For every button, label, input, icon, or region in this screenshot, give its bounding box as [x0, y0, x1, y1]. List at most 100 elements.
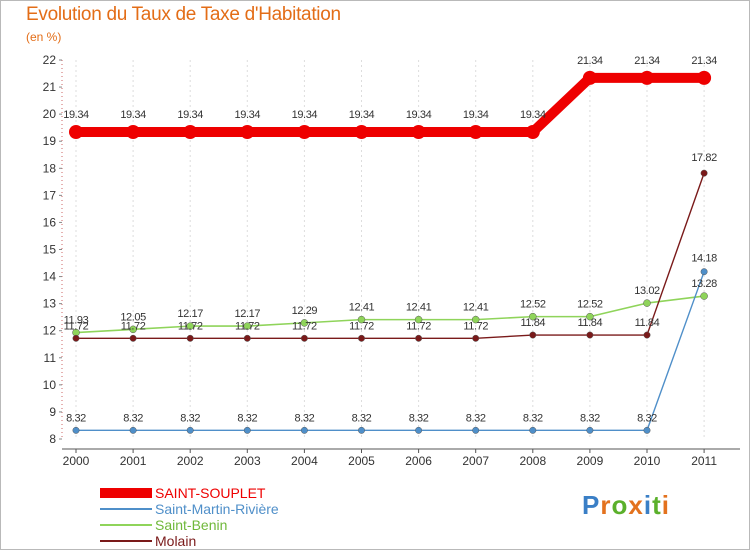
data-point	[243, 322, 252, 330]
data-point	[186, 322, 194, 330]
data-label: 8.32	[637, 412, 657, 424]
data-point	[586, 426, 594, 434]
data-label: 19.34	[406, 109, 432, 121]
data-label: 19.34	[463, 109, 489, 121]
data-point	[129, 325, 137, 334]
x-tick-label: 2008	[519, 454, 546, 468]
data-point	[72, 334, 80, 342]
data-label: 11.84	[520, 317, 545, 329]
data-label: 19.34	[63, 109, 89, 121]
data-label: 11.84	[578, 317, 603, 329]
data-point	[643, 331, 651, 339]
x-tick-label: 2010	[634, 454, 661, 468]
legend-label: Saint-Benin	[155, 517, 228, 533]
data-label: 11.72	[64, 320, 89, 332]
data-label: 8.32	[180, 412, 200, 424]
data-label: 13.28	[691, 278, 717, 290]
legend-swatch	[100, 540, 152, 542]
data-point	[582, 70, 597, 85]
data-label: 11.72	[178, 320, 203, 332]
data-point	[186, 426, 194, 434]
legend-swatch	[100, 488, 152, 498]
data-label: 11.72	[292, 320, 317, 332]
x-tick-label: 2011	[691, 454, 717, 468]
y-tick-label: 15	[43, 243, 57, 257]
y-tick-label: 13	[43, 297, 57, 311]
data-label: 8.32	[523, 412, 543, 424]
data-point	[700, 292, 708, 300]
y-tick-label: 22	[43, 53, 57, 67]
data-point	[697, 70, 712, 85]
data-point	[243, 334, 251, 342]
data-point	[243, 426, 251, 434]
data-label: 14.18	[691, 253, 717, 265]
data-point	[700, 169, 708, 177]
data-label: 19.34	[177, 109, 203, 121]
data-label: 19.34	[292, 109, 318, 121]
data-label: 11.72	[463, 320, 488, 332]
data-label: 8.32	[66, 412, 86, 424]
data-point	[297, 125, 312, 140]
data-label: 19.34	[120, 109, 146, 121]
x-tick-label: 2004	[291, 454, 318, 468]
data-label: 12.52	[520, 299, 546, 311]
data-label: 19.34	[520, 109, 546, 121]
data-label: 21.34	[577, 55, 603, 67]
x-tick-label: 2005	[348, 454, 375, 468]
data-point	[529, 426, 537, 434]
data-label: 8.32	[580, 412, 600, 424]
data-point	[300, 334, 308, 342]
x-tick-label: 2000	[63, 454, 90, 468]
data-point	[126, 125, 141, 140]
data-label: 12.17	[177, 308, 203, 320]
data-label: 12.29	[292, 305, 318, 317]
data-label: 12.41	[463, 302, 489, 314]
data-point	[643, 299, 651, 307]
y-tick-label: 10	[43, 378, 57, 392]
data-label: 12.41	[349, 302, 375, 314]
data-point	[358, 426, 365, 434]
data-point	[72, 426, 80, 434]
data-point	[586, 331, 594, 339]
data-point	[358, 334, 365, 342]
data-point	[69, 125, 83, 140]
data-label: 11.93	[64, 315, 89, 327]
data-point	[700, 268, 708, 276]
data-point	[468, 125, 483, 140]
data-label: 8.32	[294, 412, 314, 424]
data-label: 11.72	[406, 320, 431, 332]
data-point	[640, 70, 654, 85]
legend-label: SAINT-SOUPLET	[155, 485, 266, 501]
data-label: 11.84	[635, 317, 660, 329]
data-point	[354, 125, 369, 140]
data-point	[643, 426, 651, 434]
series-line-molain	[75, 172, 705, 339]
y-tick-label: 18	[43, 161, 57, 175]
data-label: 8.32	[409, 412, 429, 424]
data-point	[183, 125, 198, 140]
data-point	[529, 312, 537, 321]
data-point	[586, 312, 594, 321]
legend-swatch	[100, 524, 152, 526]
x-tick-label: 2007	[462, 454, 489, 468]
x-tick-label: 2001	[120, 454, 147, 468]
y-tick-label: 21	[43, 80, 57, 94]
data-point	[415, 334, 423, 342]
chart-title: Evolution du Taux de Taxe d'Habitation	[26, 4, 341, 25]
data-point	[529, 331, 537, 339]
data-label: 8.32	[123, 412, 143, 424]
y-tick-label: 8	[49, 432, 56, 446]
data-point	[414, 315, 423, 324]
data-point	[240, 125, 255, 140]
data-label: 21.34	[634, 55, 660, 67]
data-label: 8.32	[237, 412, 257, 424]
data-point	[186, 334, 194, 342]
data-label: 19.34	[235, 109, 261, 121]
data-point	[129, 334, 137, 342]
y-tick-label: 11	[44, 351, 57, 365]
series-line-saint-souplet	[71, 72, 710, 138]
series-line-saint-martin-rivi-re	[75, 270, 705, 432]
data-point	[300, 426, 308, 434]
data-label: 17.82	[691, 152, 717, 164]
